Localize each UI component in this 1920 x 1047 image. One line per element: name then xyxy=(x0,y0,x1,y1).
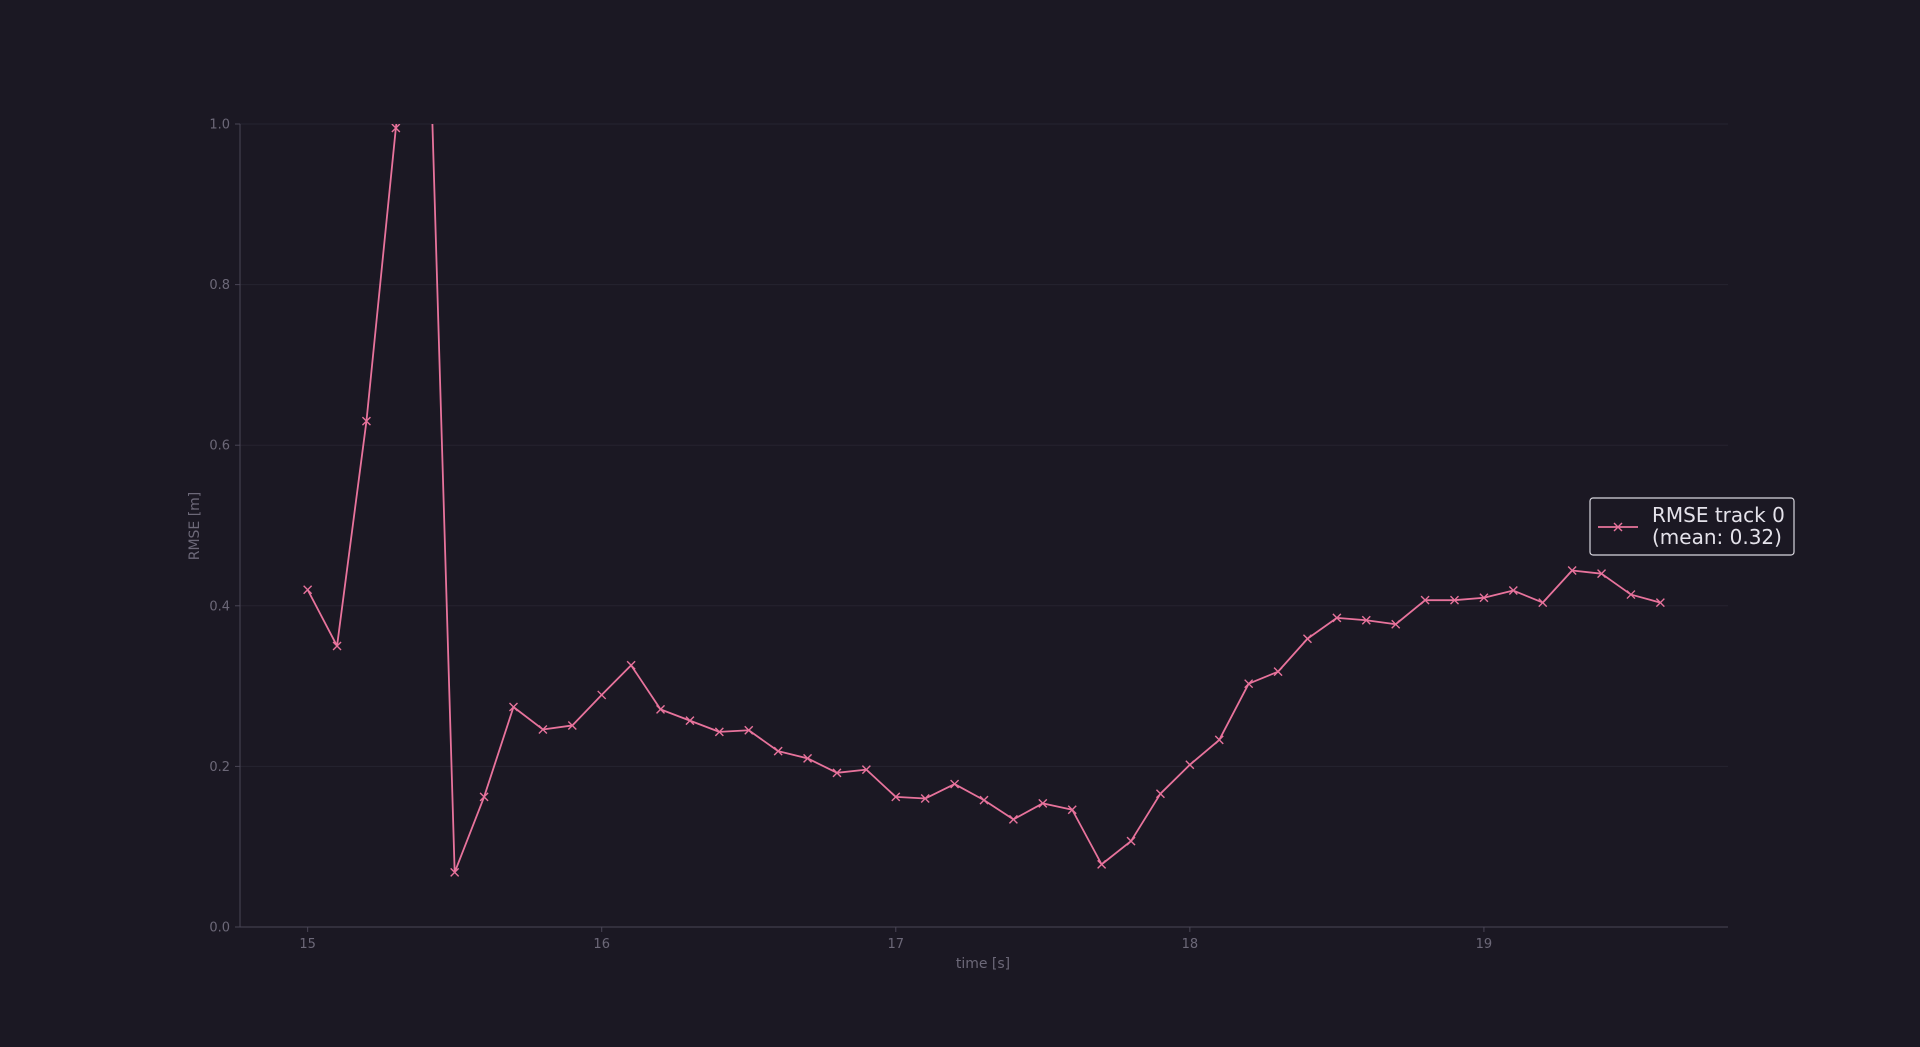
x-tick-label: 16 xyxy=(593,937,610,952)
legend-label-line-1: RMSE track 0 xyxy=(1652,503,1785,527)
data-point-marker xyxy=(1626,590,1636,600)
data-point-marker xyxy=(1538,598,1548,608)
data-point-marker xyxy=(567,720,577,730)
data-point-marker xyxy=(920,794,930,804)
data-point-marker xyxy=(1655,598,1665,608)
data-point-marker xyxy=(1126,836,1136,846)
x-tick-label: 18 xyxy=(1182,937,1199,952)
y-tick-label: 1.0 xyxy=(209,118,230,133)
data-point-marker xyxy=(1567,565,1577,575)
data-point-marker xyxy=(361,416,371,426)
legend-label-line-2: (mean: 0.32) xyxy=(1652,525,1782,549)
data-point-marker xyxy=(1244,679,1254,689)
data-point-marker xyxy=(626,660,636,670)
data-point-marker xyxy=(1097,859,1107,869)
data-point-marker xyxy=(1361,615,1371,625)
data-point-marker xyxy=(950,779,960,789)
data-point-marker xyxy=(538,724,548,734)
data-point-marker xyxy=(450,867,460,877)
data-point-marker xyxy=(597,690,607,700)
data-point-marker xyxy=(1420,595,1430,605)
data-point-marker xyxy=(1067,805,1077,815)
y-tick-label: 0.0 xyxy=(209,921,230,936)
y-axis-label: RMSE [m] xyxy=(187,492,203,561)
x-tick-label: 19 xyxy=(1476,937,1493,952)
data-point-marker xyxy=(979,795,989,805)
x-tick-label: 17 xyxy=(888,937,905,952)
data-point-marker xyxy=(861,765,871,775)
data-point-marker xyxy=(1391,619,1401,629)
data-point-marker xyxy=(1273,667,1283,677)
series-layer xyxy=(303,124,1665,877)
grid-lines xyxy=(240,123,1728,767)
data-point-marker xyxy=(891,792,901,802)
data-point-marker xyxy=(1008,814,1018,824)
data-point-marker xyxy=(1597,569,1607,579)
data-point-marker xyxy=(744,725,754,735)
data-point-marker xyxy=(391,124,401,133)
data-point-marker xyxy=(1185,760,1195,770)
data-point-marker xyxy=(773,746,783,756)
data-point-marker xyxy=(1214,735,1224,745)
data-point-marker xyxy=(803,753,813,763)
data-point-marker xyxy=(1332,613,1342,623)
data-point-marker xyxy=(1155,789,1165,799)
data-point-marker xyxy=(303,585,313,595)
data-point-marker xyxy=(1479,593,1489,603)
x-tick-label: 15 xyxy=(299,937,316,952)
data-point-marker xyxy=(508,702,518,712)
y-tick-label: 0.2 xyxy=(209,760,230,775)
legend-line-marker-icon xyxy=(1598,522,1638,532)
data-point-marker xyxy=(1302,634,1312,644)
series-line xyxy=(306,124,1661,874)
data-point-marker xyxy=(656,704,666,714)
data-point-marker xyxy=(1508,586,1518,596)
tick-labels: 0.0 0.2 0.4 0.6 0.8 1.0 15 16 17 18 19 xyxy=(209,118,1492,953)
data-point-marker xyxy=(1038,798,1048,808)
data-point-marker xyxy=(685,716,695,726)
y-tick-label: 0.4 xyxy=(209,599,230,614)
data-point-marker xyxy=(714,727,724,737)
axes xyxy=(235,123,1728,932)
x-axis-label: time [s] xyxy=(956,956,1010,972)
data-point-marker xyxy=(332,641,342,651)
data-point-marker xyxy=(1450,595,1460,605)
data-point-marker xyxy=(479,792,489,802)
data-point-marker xyxy=(832,768,842,778)
y-tick-label: 0.8 xyxy=(209,278,230,293)
y-tick-label: 0.6 xyxy=(209,439,230,454)
legend: RMSE track 0 (mean: 0.32) xyxy=(1589,497,1795,556)
legend-box xyxy=(1589,497,1795,556)
